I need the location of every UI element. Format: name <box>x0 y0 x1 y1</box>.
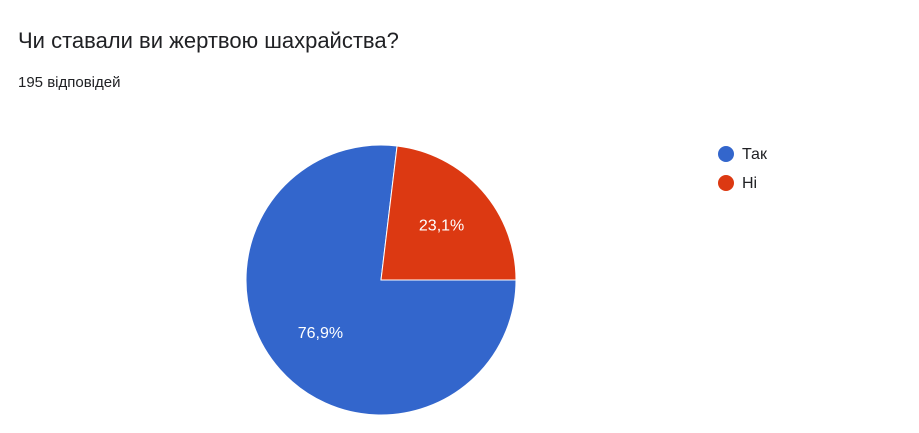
chart-title: Чи ставали ви жертвою шахрайства? <box>18 28 399 53</box>
slice-label: 23,1% <box>419 217 464 234</box>
chart-subtitle: 195 відповідей <box>18 74 121 91</box>
legend-marker <box>718 175 734 191</box>
pie-slice <box>380 145 517 281</box>
legend-marker <box>718 146 734 162</box>
legend-label: Ні <box>742 175 757 192</box>
legend-label: Так <box>742 146 768 163</box>
slice-label: 76,9% <box>298 325 343 342</box>
